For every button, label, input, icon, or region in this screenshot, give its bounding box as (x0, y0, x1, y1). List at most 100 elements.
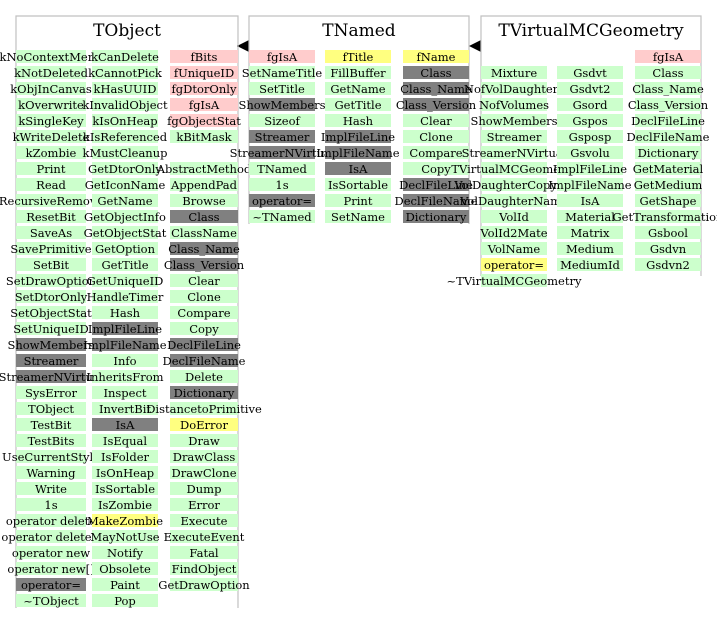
member-read[interactable]: Read (16, 178, 86, 192)
member-kcandelete[interactable]: kCanDelete (91, 50, 159, 64)
member-syserror[interactable]: SysError (16, 386, 86, 400)
member-classname[interactable]: ClassName (170, 226, 238, 240)
member-gettitle[interactable]: GetTitle (92, 258, 158, 272)
member-doerror[interactable]: DoError (170, 418, 238, 432)
member-implfilename[interactable]: ImplFileName (83, 338, 167, 352)
member-kisreferenced[interactable]: kIsReferenced (83, 130, 168, 144)
member-knotdeleted[interactable]: kNotDeleted (14, 66, 89, 80)
member-gsdvt[interactable]: Gsdvt (557, 66, 623, 80)
member-material[interactable]: Material (557, 210, 623, 224)
member-gsposp[interactable]: Gsposp (557, 130, 623, 144)
member-fatal[interactable]: Fatal (170, 546, 238, 560)
member-implfilename[interactable]: ImplFileName (548, 178, 632, 192)
member-voldaughtercopyno[interactable]: VolDaughterCopyNo (453, 178, 574, 192)
member-tobject[interactable]: TObject (16, 402, 86, 416)
member-operator-new[interactable]: operator new[] (7, 562, 95, 576)
member-testbit[interactable]: TestBit (16, 418, 86, 432)
member-operator[interactable]: operator= (481, 258, 547, 272)
member-recursiveremove[interactable]: RecursiveRemove (0, 194, 103, 208)
member-getdrawoption[interactable]: GetDrawOption (158, 578, 250, 592)
member-geticonname[interactable]: GetIconName (85, 178, 166, 192)
member-streamernvirtual[interactable]: StreamerNVirtual (230, 146, 335, 160)
member-abstractmethod[interactable]: AbstractMethod (156, 162, 252, 176)
member-settitle[interactable]: SetTitle (249, 82, 315, 96)
member-kobjincanvas[interactable]: kObjInCanvas (10, 82, 92, 96)
member-declfileline[interactable]: DeclFileLine (631, 114, 705, 128)
member-class-name[interactable]: Class_Name (400, 82, 472, 96)
member-tnamed[interactable]: TNamed (249, 162, 315, 176)
member-kzombie[interactable]: kZombie (16, 146, 86, 160)
member-getuniqueid[interactable]: GetUniqueID (87, 274, 164, 288)
member-saveprimitive[interactable]: SavePrimitive (10, 242, 92, 256)
member-kmustcleanup[interactable]: kMustCleanup (83, 146, 168, 160)
member-dump[interactable]: Dump (170, 482, 238, 496)
member-khasuuid[interactable]: kHasUUID (92, 82, 158, 96)
member-pop[interactable]: Pop (92, 594, 158, 608)
member-hash[interactable]: Hash (92, 306, 158, 320)
member-isfolder[interactable]: IsFolder (92, 450, 158, 464)
member-operator[interactable]: operator= (16, 578, 86, 592)
member-streamernvirtual[interactable]: StreamerNVirtual (462, 146, 567, 160)
member-issortable[interactable]: IsSortable (325, 178, 391, 192)
member-setdtoronly[interactable]: SetDtorOnly (15, 290, 88, 304)
member-copy[interactable]: Copy (170, 322, 238, 336)
member-setobjectstat[interactable]: SetObjectStat (10, 306, 92, 320)
member-class-name[interactable]: Class_Name (632, 82, 704, 96)
member-fillbuffer[interactable]: FillBuffer (325, 66, 391, 80)
member-fgisa[interactable]: fgIsA (249, 50, 315, 64)
member-volid2mate[interactable]: VolId2Mate (479, 226, 548, 240)
member-setbit[interactable]: SetBit (16, 258, 86, 272)
member-getoption[interactable]: GetOption (92, 242, 158, 256)
member-inspect[interactable]: Inspect (92, 386, 158, 400)
member-fbits[interactable]: fBits (170, 50, 238, 64)
member-gspos[interactable]: Gspos (557, 114, 623, 128)
member-1s[interactable]: 1s (16, 498, 86, 512)
member-class[interactable]: Class (403, 66, 469, 80)
member-compare[interactable]: Compare (403, 146, 469, 160)
member-paint[interactable]: Paint (92, 578, 158, 592)
member-dictionary[interactable]: Dictionary (635, 146, 701, 160)
member-streamer[interactable]: Streamer (249, 130, 315, 144)
member-gsbool[interactable]: Gsbool (635, 226, 701, 240)
member-funiqueid[interactable]: fUniqueID (170, 66, 238, 80)
member-streamer[interactable]: Streamer (16, 354, 86, 368)
member-implfileline[interactable]: ImplFileLine (553, 162, 627, 176)
member-makezombie[interactable]: MakeZombie (87, 514, 163, 528)
member-declfilename[interactable]: DeclFileName (395, 194, 478, 208)
member-drawclone[interactable]: DrawClone (170, 466, 238, 480)
member-error[interactable]: Error (170, 498, 238, 512)
member-write[interactable]: Write (16, 482, 86, 496)
member-declfileline[interactable]: DeclFileLine (399, 178, 473, 192)
member-getmedium[interactable]: GetMedium (634, 178, 703, 192)
member-matrix[interactable]: Matrix (557, 226, 623, 240)
member-handletimer[interactable]: HandleTimer (87, 290, 164, 304)
member-testbits[interactable]: TestBits (16, 434, 86, 448)
member-dictionary[interactable]: Dictionary (403, 210, 469, 224)
member-hash[interactable]: Hash (325, 114, 391, 128)
member-kbitmask[interactable]: kBitMask (170, 130, 238, 144)
member-getshape[interactable]: GetShape (635, 194, 701, 208)
member-operator-delete[interactable]: operator delete[] (1, 530, 101, 544)
member-fgdtoronly[interactable]: fgDtorOnly (170, 82, 238, 96)
member-gsdvn[interactable]: Gsdvn (635, 242, 701, 256)
member-showmembers[interactable]: ShowMembers (470, 114, 558, 128)
member-compare[interactable]: Compare (170, 306, 238, 320)
member-saveas[interactable]: SaveAs (16, 226, 86, 240)
member-streamernvirtual[interactable]: StreamerNVirtual (0, 370, 104, 384)
member-execute[interactable]: Execute (170, 514, 238, 528)
member-print[interactable]: Print (325, 194, 391, 208)
member-gsord[interactable]: Gsord (557, 98, 623, 112)
member-declfilename[interactable]: DeclFileName (163, 354, 246, 368)
member-getobjectinfo[interactable]: GetObjectInfo (84, 210, 166, 224)
member-setuniqueid[interactable]: SetUniqueID (13, 322, 89, 336)
member-delete[interactable]: Delete (170, 370, 238, 384)
member-fgisa[interactable]: fgIsA (635, 50, 701, 64)
member-nofvoldaughters[interactable]: NofVolDaughters (464, 82, 564, 96)
member-showmembers[interactable]: ShowMembers (238, 98, 326, 112)
member-setdrawoption[interactable]: SetDrawOption (6, 274, 97, 288)
member-class[interactable]: Class (170, 210, 238, 224)
member-getobjectstat[interactable]: GetObjectStat (84, 226, 167, 240)
member-setnametitle[interactable]: SetNameTitle (242, 66, 323, 80)
member-clear[interactable]: Clear (170, 274, 238, 288)
member-kwritedelete[interactable]: kWriteDelete (13, 130, 90, 144)
